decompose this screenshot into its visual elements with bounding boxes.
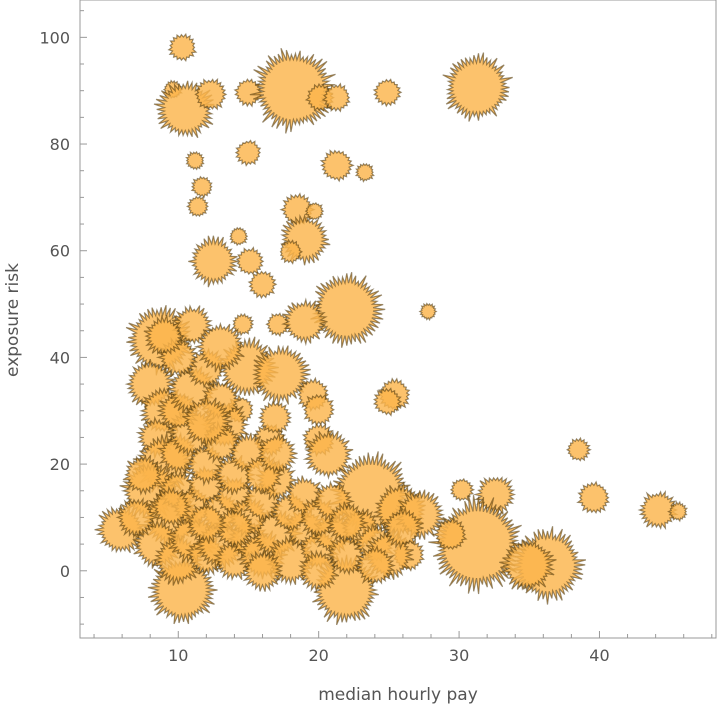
data-point bbox=[566, 436, 592, 462]
data-point bbox=[353, 544, 396, 588]
data-point bbox=[499, 539, 557, 592]
y-tick-label: 40 bbox=[50, 348, 70, 367]
data-point bbox=[354, 162, 375, 183]
data-point bbox=[143, 314, 187, 357]
y-tick-label: 0 bbox=[60, 562, 70, 581]
data-point bbox=[257, 400, 293, 434]
data-point bbox=[449, 477, 476, 502]
data-point bbox=[234, 139, 262, 167]
x-tick-label: 30 bbox=[449, 646, 469, 665]
data-point bbox=[310, 272, 386, 348]
x-tick-label: 40 bbox=[589, 646, 609, 665]
data-point bbox=[256, 430, 299, 475]
data-point bbox=[372, 78, 403, 108]
data-point bbox=[576, 480, 611, 515]
data-point bbox=[193, 321, 245, 373]
data-point bbox=[472, 476, 517, 516]
data-point bbox=[235, 246, 265, 276]
data-point bbox=[229, 226, 249, 247]
data-point bbox=[297, 549, 340, 594]
data-point bbox=[637, 490, 679, 531]
data-point bbox=[303, 393, 335, 427]
data-point bbox=[241, 549, 285, 593]
data-point bbox=[249, 47, 336, 134]
data-point bbox=[265, 312, 292, 338]
data-point bbox=[281, 297, 328, 347]
data-point bbox=[667, 500, 689, 523]
data-point bbox=[302, 428, 354, 480]
data-point bbox=[185, 150, 205, 171]
data-point bbox=[325, 501, 369, 545]
data-point bbox=[150, 485, 192, 528]
x-tick-label: 10 bbox=[168, 646, 188, 665]
data-point bbox=[247, 270, 278, 300]
data-point bbox=[319, 149, 355, 183]
data-point bbox=[372, 387, 403, 417]
data-point bbox=[380, 505, 424, 551]
plot-frame bbox=[79, 0, 717, 639]
y-tick-label: 20 bbox=[50, 455, 70, 474]
data-point bbox=[251, 344, 311, 406]
y-tick-label: 60 bbox=[50, 242, 70, 261]
data-point bbox=[188, 235, 239, 288]
data-point bbox=[167, 32, 198, 62]
y-tick-label: 80 bbox=[50, 135, 70, 154]
data-point bbox=[279, 238, 303, 265]
data-point bbox=[432, 516, 468, 551]
data-point bbox=[321, 82, 351, 113]
x-axis-label: median hourly pay bbox=[318, 685, 478, 705]
x-tick-label: 20 bbox=[308, 646, 328, 665]
data-point bbox=[194, 77, 228, 111]
data-point bbox=[185, 503, 228, 544]
y-axis-label: exposure risk bbox=[3, 263, 23, 377]
data-point bbox=[122, 454, 162, 496]
data-point bbox=[115, 497, 158, 539]
data-point bbox=[442, 52, 513, 122]
y-tick-label: 100 bbox=[39, 28, 70, 47]
data-point bbox=[185, 195, 209, 218]
data-point bbox=[418, 302, 438, 322]
data-point bbox=[190, 175, 213, 199]
data-point bbox=[182, 395, 233, 448]
